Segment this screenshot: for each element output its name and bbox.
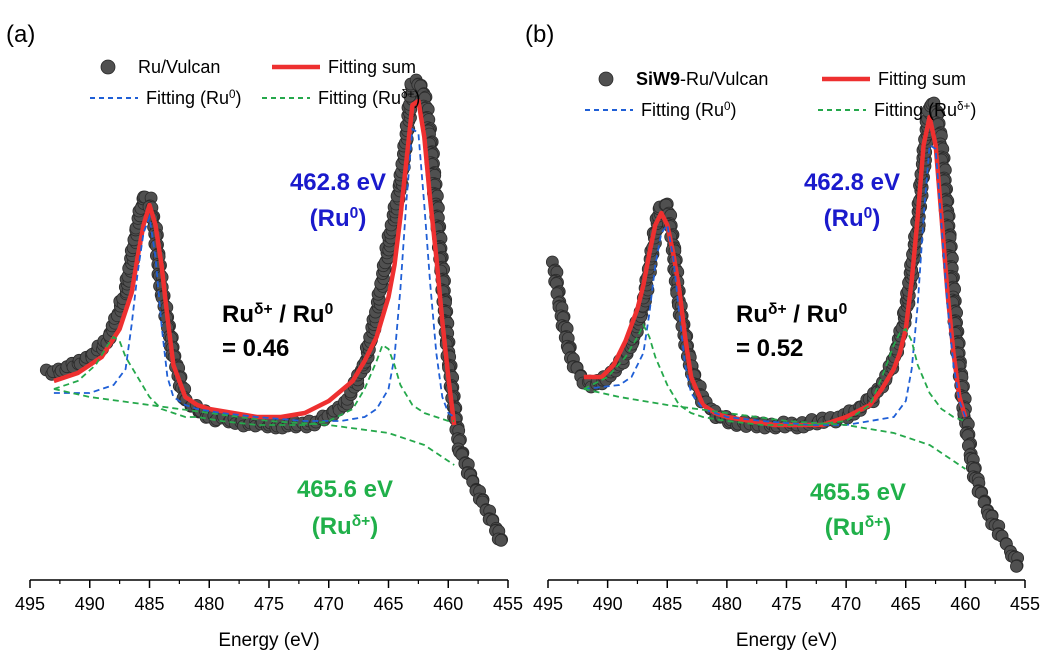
series-line-ru0 xyxy=(53,127,455,422)
x-tick-label: 455 xyxy=(493,594,523,614)
series-line-sum xyxy=(53,98,457,426)
chart-panel-b: 495 490 485 480 475 470 465 460 455 Energy (eV) (b… xyxy=(525,21,1040,651)
legend-label-sum: Fitting sum xyxy=(878,69,966,89)
x-tick-label: 470 xyxy=(314,594,344,614)
annotation-rud-value: 465.5 eV xyxy=(810,479,906,506)
x-tick-label: 495 xyxy=(533,594,563,614)
x-tick-label: 490 xyxy=(593,594,623,614)
legend-label-data: Ru/Vulcan xyxy=(138,57,220,77)
annotation-rud-label: (Ruδ+) xyxy=(312,513,379,541)
legend-label-ru0: Fitting (Ru0) xyxy=(146,88,242,109)
legend-marker-data xyxy=(598,71,614,87)
panel-label: (b) xyxy=(525,21,554,48)
x-tick-label: 465 xyxy=(891,594,921,614)
annotation-rud-value: 465.6 eV xyxy=(297,476,393,503)
annotation-ru0-label: (Ru0) xyxy=(310,205,367,233)
series-line-rud xyxy=(53,335,455,426)
annotation-ratio: Ruδ+ / Ru0 xyxy=(222,301,334,329)
legend-label-sum: Fitting sum xyxy=(328,57,416,77)
x-tick-label: 480 xyxy=(194,594,224,614)
annotation-ru0-value: 462.8 eV xyxy=(804,169,900,196)
annotation-ratio-value: = 0.52 xyxy=(736,335,803,362)
x-tick-label: 455 xyxy=(1010,594,1040,614)
legend-label-rud: Fitting (Ruδ+) xyxy=(318,88,420,109)
x-tick-label: 480 xyxy=(712,594,742,614)
legend-label-ru0: Fitting (Ru0) xyxy=(641,100,737,121)
x-tick-label: 470 xyxy=(831,594,861,614)
x-tick-label: 490 xyxy=(75,594,105,614)
data-point xyxy=(494,533,508,547)
series-line-rud xyxy=(583,388,966,470)
x-tick-label: 460 xyxy=(433,594,463,614)
x-tick-label: 485 xyxy=(652,594,682,614)
annotation-ratio-value: = 0.46 xyxy=(222,335,289,362)
annotation-ratio: Ruδ+ / Ru0 xyxy=(736,301,848,329)
series-line-rud xyxy=(583,322,966,426)
chart-panel-a: 495 490 485 480 475 470 465 460 455 Energy (eV) (a… xyxy=(6,21,523,651)
x-tick-label: 465 xyxy=(373,594,403,614)
data-point xyxy=(1010,559,1023,573)
x-tick-label: 475 xyxy=(771,594,801,614)
legend-label-rud: Fitting (Ruδ+) xyxy=(874,100,976,121)
legend-label-data: SiW9-Ru/Vulcan xyxy=(636,69,768,89)
x-tick-label: 475 xyxy=(254,594,284,614)
annotation-rud-label: (Ruδ+) xyxy=(825,514,892,542)
series-line-ru0 xyxy=(583,143,967,426)
series-line-sum xyxy=(583,114,968,428)
annotation-ru0-value: 462.8 eV xyxy=(290,169,386,196)
x-axis-label: Energy (eV) xyxy=(218,630,319,651)
legend-marker-data xyxy=(100,59,116,75)
x-tick-label: 495 xyxy=(15,594,45,614)
panel-label: (a) xyxy=(6,21,35,48)
x-tick-label: 485 xyxy=(134,594,164,614)
annotation-ru0-label: (Ru0) xyxy=(824,205,881,233)
x-axis-label: Energy (eV) xyxy=(736,630,837,651)
x-tick-label: 460 xyxy=(950,594,980,614)
